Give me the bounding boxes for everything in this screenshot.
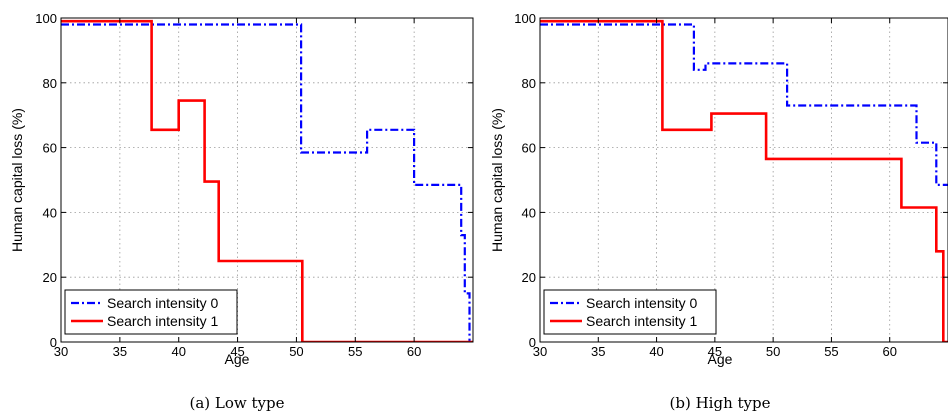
x-tick-label: 55 bbox=[348, 344, 362, 359]
y-tick-label: 0 bbox=[529, 335, 536, 350]
x-tick-label: 50 bbox=[289, 344, 303, 359]
y-tick-label: 100 bbox=[35, 11, 57, 26]
y-axis-label: Human capital loss (%) bbox=[9, 108, 25, 252]
legend-label: Search intensity 0 bbox=[586, 295, 697, 311]
x-tick-label: 50 bbox=[766, 344, 780, 359]
y-tick-label: 20 bbox=[43, 270, 57, 285]
legend-box bbox=[543, 289, 717, 335]
chart-panel-low-type: 30 35 40 45 50 55 60 0 20 40 60 80 100 Age Human capit… bbox=[9, 11, 474, 412]
x-tick-label: 40 bbox=[171, 344, 185, 359]
y-tick-label: 0 bbox=[50, 335, 57, 350]
y-tick-label: 60 bbox=[43, 141, 57, 156]
x-axis-label: Age bbox=[225, 351, 250, 367]
y-tick-label: 20 bbox=[522, 270, 536, 285]
plot-frame bbox=[539, 17, 948, 343]
chart-caption: (b) High type bbox=[670, 394, 771, 412]
legend-label: Search intensity 1 bbox=[107, 313, 218, 329]
legend-box bbox=[64, 289, 238, 335]
series-line-search-intensity-1 bbox=[540, 19, 948, 342]
plot-frame bbox=[60, 17, 474, 343]
legend-label: Search intensity 0 bbox=[107, 295, 218, 311]
chart-caption: (a) Low type bbox=[190, 394, 285, 412]
series-line-search-intensity-0 bbox=[540, 23, 948, 186]
legend: Search intensity 0 Search intensity 1 bbox=[543, 289, 717, 335]
legend-label: Search intensity 1 bbox=[586, 313, 697, 329]
y-tick-label: 60 bbox=[522, 141, 536, 156]
y-tick-label: 80 bbox=[43, 76, 57, 91]
y-tick-label: 40 bbox=[522, 205, 536, 220]
y-tick-label: 80 bbox=[522, 76, 536, 91]
y-axis-label: Human capital loss (%) bbox=[489, 108, 505, 252]
x-tick-label: 55 bbox=[824, 344, 838, 359]
x-tick-label: 45 bbox=[230, 344, 244, 359]
y-tick-label: 40 bbox=[43, 205, 57, 220]
x-tick-label: 60 bbox=[407, 344, 421, 359]
x-axis-label: Age bbox=[708, 351, 733, 367]
chart-panel-high-type: 30 35 40 45 50 55 60 0 20 40 60 80 100 Age Human capit… bbox=[489, 11, 948, 412]
x-tick-label: 35 bbox=[591, 344, 605, 359]
x-tick-label: 60 bbox=[882, 344, 896, 359]
legend: Search intensity 0 Search intensity 1 bbox=[64, 289, 238, 335]
series-line-search-intensity-1 bbox=[61, 19, 473, 342]
x-tick-label: 45 bbox=[708, 344, 722, 359]
x-tick-label: 40 bbox=[649, 344, 663, 359]
x-tick-label: 30 bbox=[54, 344, 68, 359]
x-tick-label: 30 bbox=[533, 344, 547, 359]
y-tick-label: 100 bbox=[514, 11, 536, 26]
series-line-search-intensity-0 bbox=[61, 23, 471, 342]
x-tick-label: 35 bbox=[113, 344, 127, 359]
